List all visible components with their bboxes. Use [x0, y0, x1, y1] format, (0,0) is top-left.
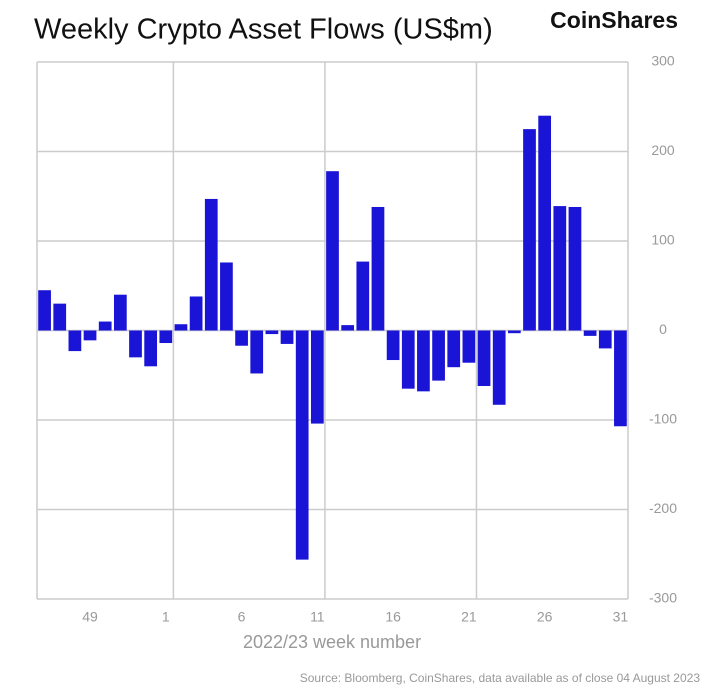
bar — [371, 206, 385, 331]
y-tick-label: 100 — [651, 232, 675, 248]
bar — [53, 303, 67, 331]
bar — [507, 330, 521, 334]
x-tick-label: 49 — [82, 609, 98, 625]
source-note: Source: Bloomberg, CoinShares, data avai… — [300, 671, 701, 685]
x-tick-label: 11 — [310, 609, 325, 625]
x-tick-label: 21 — [461, 609, 477, 625]
bar — [310, 330, 324, 424]
y-tick-label: 0 — [659, 321, 667, 337]
bar — [523, 129, 536, 331]
x-tick-label: 6 — [238, 609, 246, 625]
y-tick-label: 200 — [651, 142, 675, 158]
bar — [113, 294, 127, 331]
bar — [568, 206, 582, 331]
bar — [220, 262, 233, 331]
bar — [280, 330, 294, 344]
bar — [447, 330, 461, 368]
bar — [356, 261, 370, 331]
bar — [598, 330, 612, 349]
bar — [159, 330, 173, 344]
bar — [235, 330, 248, 346]
x-tick-label: 26 — [537, 609, 553, 625]
bar — [538, 115, 552, 331]
bar — [477, 330, 491, 386]
x-tick-label: 31 — [613, 609, 629, 625]
bar — [432, 330, 445, 381]
bar — [204, 198, 218, 331]
bar — [326, 171, 339, 331]
bar — [295, 330, 309, 560]
y-tick-label: 300 — [651, 53, 675, 69]
bar — [583, 330, 597, 336]
chart-title: Weekly Crypto Asset Flows (US$m) — [34, 14, 493, 46]
y-tick-label: -200 — [649, 500, 677, 516]
bar — [386, 330, 400, 361]
bar — [401, 330, 415, 389]
x-axis-title: 2022/23 week number — [243, 632, 421, 652]
bar — [129, 330, 142, 358]
bar — [341, 325, 355, 331]
bar — [144, 330, 158, 367]
y-tick-label: -300 — [649, 590, 677, 606]
bar — [174, 324, 188, 331]
bar — [98, 321, 112, 331]
bar — [462, 330, 476, 363]
x-tick-label: 1 — [162, 609, 170, 625]
bar — [553, 206, 567, 331]
bar — [83, 330, 97, 341]
bar — [417, 330, 430, 392]
bar — [492, 330, 506, 405]
bar — [68, 330, 82, 352]
y-tick-label: -100 — [649, 411, 677, 427]
bar — [38, 290, 51, 331]
bar — [189, 296, 203, 331]
x-tick-label: 16 — [385, 609, 401, 625]
bar — [250, 330, 264, 374]
bar — [265, 330, 279, 335]
brand-logo: CoinShares — [550, 7, 678, 33]
bar — [614, 330, 627, 427]
